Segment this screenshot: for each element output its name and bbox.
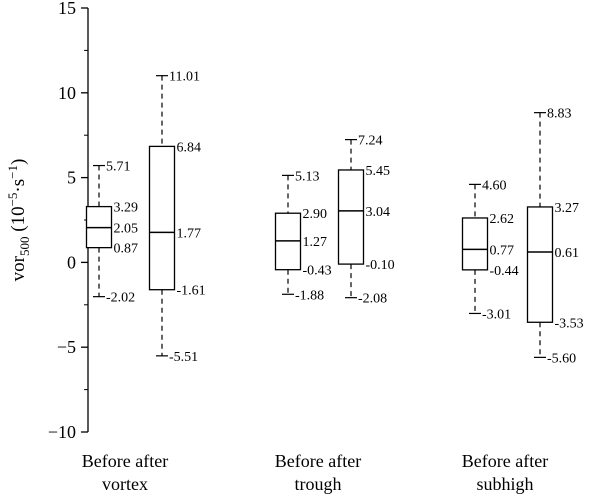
category-label-bottom: vortex — [102, 474, 148, 494]
y-tick-label: 0 — [67, 252, 76, 272]
box-6: 8.83 3.27 0.61 -3.53 -5.60 — [526, 107, 584, 366]
median-label: 1.77 — [177, 226, 202, 241]
iqr-box — [461, 217, 489, 271]
min-label: -5.60 — [547, 351, 576, 366]
median-label: 3.04 — [366, 205, 391, 220]
y-axis-title: vor500 (10−5·s−1) — [5, 159, 32, 282]
y-tick-label: −5 — [57, 337, 76, 357]
q3-label: 2.90 — [303, 207, 328, 222]
q3-label: 6.84 — [177, 140, 202, 155]
max-label: 5.13 — [295, 169, 320, 184]
box-2: 11.01 6.84 1.77 -1.61 -5.51 — [148, 70, 206, 365]
min-label: -2.02 — [106, 291, 135, 306]
q3-label: 2.62 — [490, 212, 515, 227]
box-1: 5.71 3.29 2.05 0.87 -2.02 — [85, 160, 139, 306]
q1-label: -0.10 — [366, 258, 395, 273]
y-tick-label: −10 — [48, 422, 76, 442]
q3-label: 5.45 — [366, 164, 391, 179]
iqr-box — [526, 206, 554, 323]
category-label-top: Before after — [462, 451, 548, 471]
median-label: 0.77 — [490, 243, 515, 258]
category-label-top: Before after — [82, 451, 168, 471]
y-tick-label: 5 — [67, 168, 76, 188]
y-axis-label: vor500 (10−5·s−1) — [5, 159, 32, 282]
q1-label: -3.53 — [555, 316, 584, 331]
median-label: 0.61 — [555, 246, 580, 261]
category-label-bottom: trough — [295, 474, 342, 494]
y-axis: −10 −5 0 5 10 15 — [48, 0, 89, 442]
q3-label: 3.29 — [114, 201, 139, 216]
box-plot-area: 5.71 3.29 2.05 0.87 -2.02 11.01 6.84 1.77 -1.61 -… — [85, 70, 584, 366]
q1-label: -0.43 — [303, 264, 332, 279]
min-label: -3.01 — [482, 307, 511, 322]
max-label: 5.71 — [106, 160, 131, 175]
q1-label: 0.87 — [114, 242, 139, 257]
max-label: 11.01 — [169, 70, 200, 85]
iqr-box — [337, 169, 365, 265]
q3-label: 3.27 — [555, 201, 580, 216]
category-label-bottom: subhigh — [476, 474, 533, 494]
max-label: 7.24 — [358, 134, 383, 149]
q1-label: -0.44 — [490, 264, 519, 279]
min-label: -1.88 — [295, 288, 324, 303]
min-label: -5.51 — [169, 350, 198, 365]
y-tick-label: 10 — [58, 83, 76, 103]
box-4: 7.24 5.45 3.04 -0.10 -2.08 — [337, 134, 395, 307]
max-label: 8.83 — [547, 107, 572, 122]
y-tick-label: 15 — [58, 0, 76, 18]
iqr-box — [148, 145, 176, 291]
max-label: 4.60 — [482, 178, 507, 193]
box-3: 5.13 2.90 1.27 -0.43 -1.88 — [274, 169, 332, 303]
box-5: 4.60 2.62 0.77 -0.44 -3.01 — [461, 178, 519, 322]
min-label: -2.08 — [358, 292, 387, 307]
category-labels: Before after vortex Before after trough Befo… — [82, 451, 548, 494]
median-label: 1.27 — [303, 235, 328, 250]
q1-label: -1.61 — [177, 284, 206, 299]
category-label-top: Before after — [275, 451, 361, 471]
median-label: 2.05 — [114, 222, 139, 237]
